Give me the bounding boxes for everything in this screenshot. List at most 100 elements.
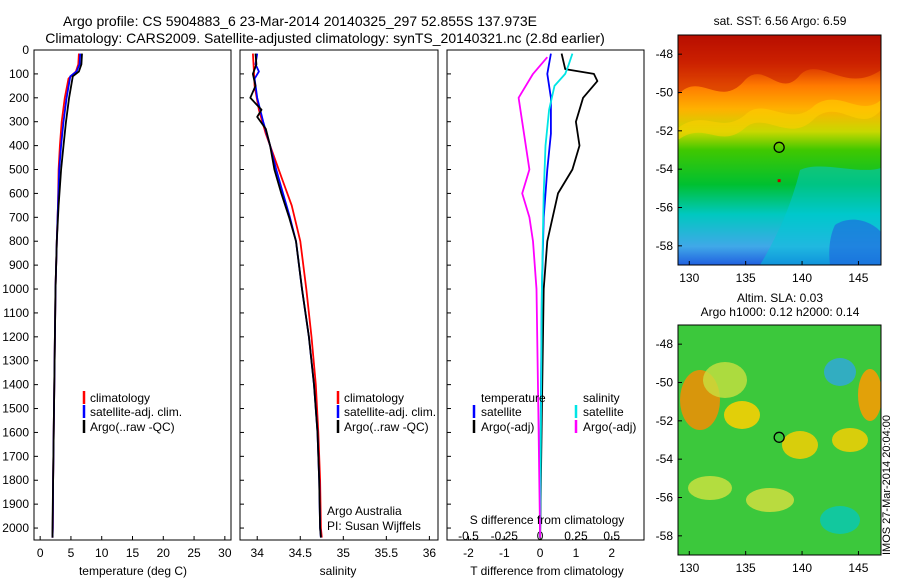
legend-label-temp-satellite: satellite (481, 405, 522, 419)
x-tick-label: 34 (251, 546, 265, 560)
y-tick-label: 600 (9, 186, 29, 200)
sst-front-orange (678, 35, 881, 95)
temperature-chart: 0 5 10 15 20 25 300100200300400500600700800900… (2, 43, 232, 560)
y-tick-label: 1500 (2, 402, 29, 416)
sla-map-frame (677, 324, 882, 556)
figure-title-line2: Climatology: CARS2009. Satellite-adjuste… (45, 30, 605, 46)
sla-map-title-line1: Altim. SLA: 0.03 (737, 291, 823, 305)
map-y-tick-label: -58 (656, 529, 674, 543)
credit-line1: Argo Australia (327, 504, 402, 518)
map-y-tick-label: -58 (656, 239, 674, 253)
legend-label-sal-satellite: satellite (583, 405, 624, 419)
map-y-tick-label: -54 (656, 452, 674, 466)
series-line (51, 53, 83, 538)
map-x-tick-label: 130 (679, 561, 699, 575)
y-tick-label: 1000 (2, 282, 29, 296)
map-x-tick-label: 130 (679, 271, 699, 285)
sst-front-yellow (678, 99, 881, 140)
s-tick-label: -0.5 (458, 529, 479, 543)
salinity-panel-frame (239, 49, 439, 541)
salinity-chart: 34 34.5 35 35.5 36 (240, 49, 436, 560)
argo-location-marker (773, 431, 785, 443)
x-tick-label: 5 (68, 546, 75, 560)
sla-blob (858, 369, 881, 421)
y-tick-label: 1100 (3, 306, 29, 320)
series-line (539, 53, 574, 538)
y-tick-label: 900 (9, 258, 29, 272)
map-x-tick-label: 145 (848, 561, 868, 575)
y-tick-label: 1900 (2, 497, 29, 511)
argo-location-marker (773, 141, 785, 153)
x-tick-label: 35 (337, 546, 351, 560)
sst-cold-patch (829, 219, 881, 265)
legend-title-temperature: temperature (481, 391, 546, 405)
sla-map-title-line2: Argo h1000: 0.12 h2000: 0.14 (701, 305, 860, 319)
map-y-tick-label: -52 (656, 124, 674, 138)
legend-label-argo: Argo(..raw -QC) (90, 420, 175, 434)
side-timestamp: IMOS 27-Mar-2014 20:04:00 (881, 415, 893, 555)
sla-blob (820, 506, 860, 534)
difference-legend: temperature salinity satellite Argo(-adj… (472, 391, 636, 434)
map-x-tick-label: 145 (848, 271, 868, 285)
s-tick-label: 0.25 (564, 529, 588, 543)
sla-blob (832, 428, 868, 452)
y-tick-label: 1200 (2, 330, 29, 344)
sla-map-axes: 130 135 140 145 -48 -50 -52 -54 -56 -58 (656, 337, 869, 575)
difference-xlabel: T difference from climatology (470, 564, 624, 578)
x-tick-label: 0 (537, 546, 544, 560)
y-tick-label: 800 (9, 234, 29, 248)
sst-map-frame (677, 34, 882, 266)
temperature-panel-frame (33, 49, 232, 541)
credit-line2: PI: Susan Wijffels (327, 519, 421, 533)
x-tick-label: 10 (95, 546, 109, 560)
sla-blob (724, 401, 760, 429)
y-tick-label: 1300 (2, 354, 29, 368)
figure-title-line1: Argo profile: CS 5904883_6 23-Mar-2014 2… (63, 13, 537, 29)
sla-blob (782, 431, 818, 459)
y-tick-label: 500 (9, 163, 29, 177)
sla-blob (746, 488, 794, 512)
legend-label-climatology: climatology (344, 391, 404, 405)
map-y-tick-label: -48 (656, 47, 674, 61)
legend-label-satellite-adj: satellite-adj. clim. (344, 405, 436, 419)
map-y-tick-label: -50 (656, 86, 674, 100)
sla-blob (703, 362, 747, 398)
difference-chart: -2 -1 0 1 2-0.5 -0.25 0 0.25 0.5 (447, 49, 620, 560)
s-tick-label: 0.5 (603, 529, 620, 543)
y-tick-label: 1800 (2, 473, 29, 487)
y-tick-label: 300 (9, 115, 29, 129)
salinity-legend: climatology satellite-adj. clim. Argo(..… (327, 391, 436, 533)
sst-heatmap (678, 35, 881, 265)
series-line (517, 56, 548, 538)
x-tick-label: 20 (157, 546, 171, 560)
y-tick-label: 100 (9, 67, 29, 81)
difference-panel-frame (446, 49, 645, 541)
x-tick-label: 15 (126, 546, 140, 560)
x-tick-label: 2 (608, 546, 615, 560)
map-x-tick-label: 135 (736, 271, 756, 285)
y-tick-label: 700 (9, 210, 29, 224)
legend-label-satellite-adj: satellite-adj. clim. (90, 405, 182, 419)
y-tick-label: 1600 (2, 425, 29, 439)
legend-label-temp-argo: Argo(-adj) (481, 420, 534, 434)
legend-label-argo: Argo(..raw -QC) (344, 420, 429, 434)
sla-heatmap (678, 325, 881, 555)
legend-label-climatology: climatology (90, 391, 150, 405)
map-y-tick-label: -54 (656, 162, 674, 176)
x-tick-label: 30 (218, 546, 232, 560)
x-tick-label: -2 (463, 546, 474, 560)
y-tick-label: 1400 (2, 378, 29, 392)
legend-label-sal-argo: Argo(-adj) (583, 420, 636, 434)
sla-blob (688, 476, 732, 500)
x-tick-label: 35.5 (375, 546, 399, 560)
difference-top-xlabel: S difference from climatology (470, 513, 625, 527)
x-tick-label: 34.5 (289, 546, 313, 560)
salinity-xlabel: salinity (320, 564, 357, 578)
map-x-tick-label: 140 (792, 561, 812, 575)
y-tick-label: 400 (9, 139, 29, 153)
temperature-xlabel: temperature (deg C) (79, 564, 187, 578)
legend-title-salinity: salinity (583, 391, 620, 405)
sst-map-title: sat. SST: 6.56 Argo: 6.59 (714, 14, 847, 28)
map-y-tick-label: -52 (656, 414, 674, 428)
